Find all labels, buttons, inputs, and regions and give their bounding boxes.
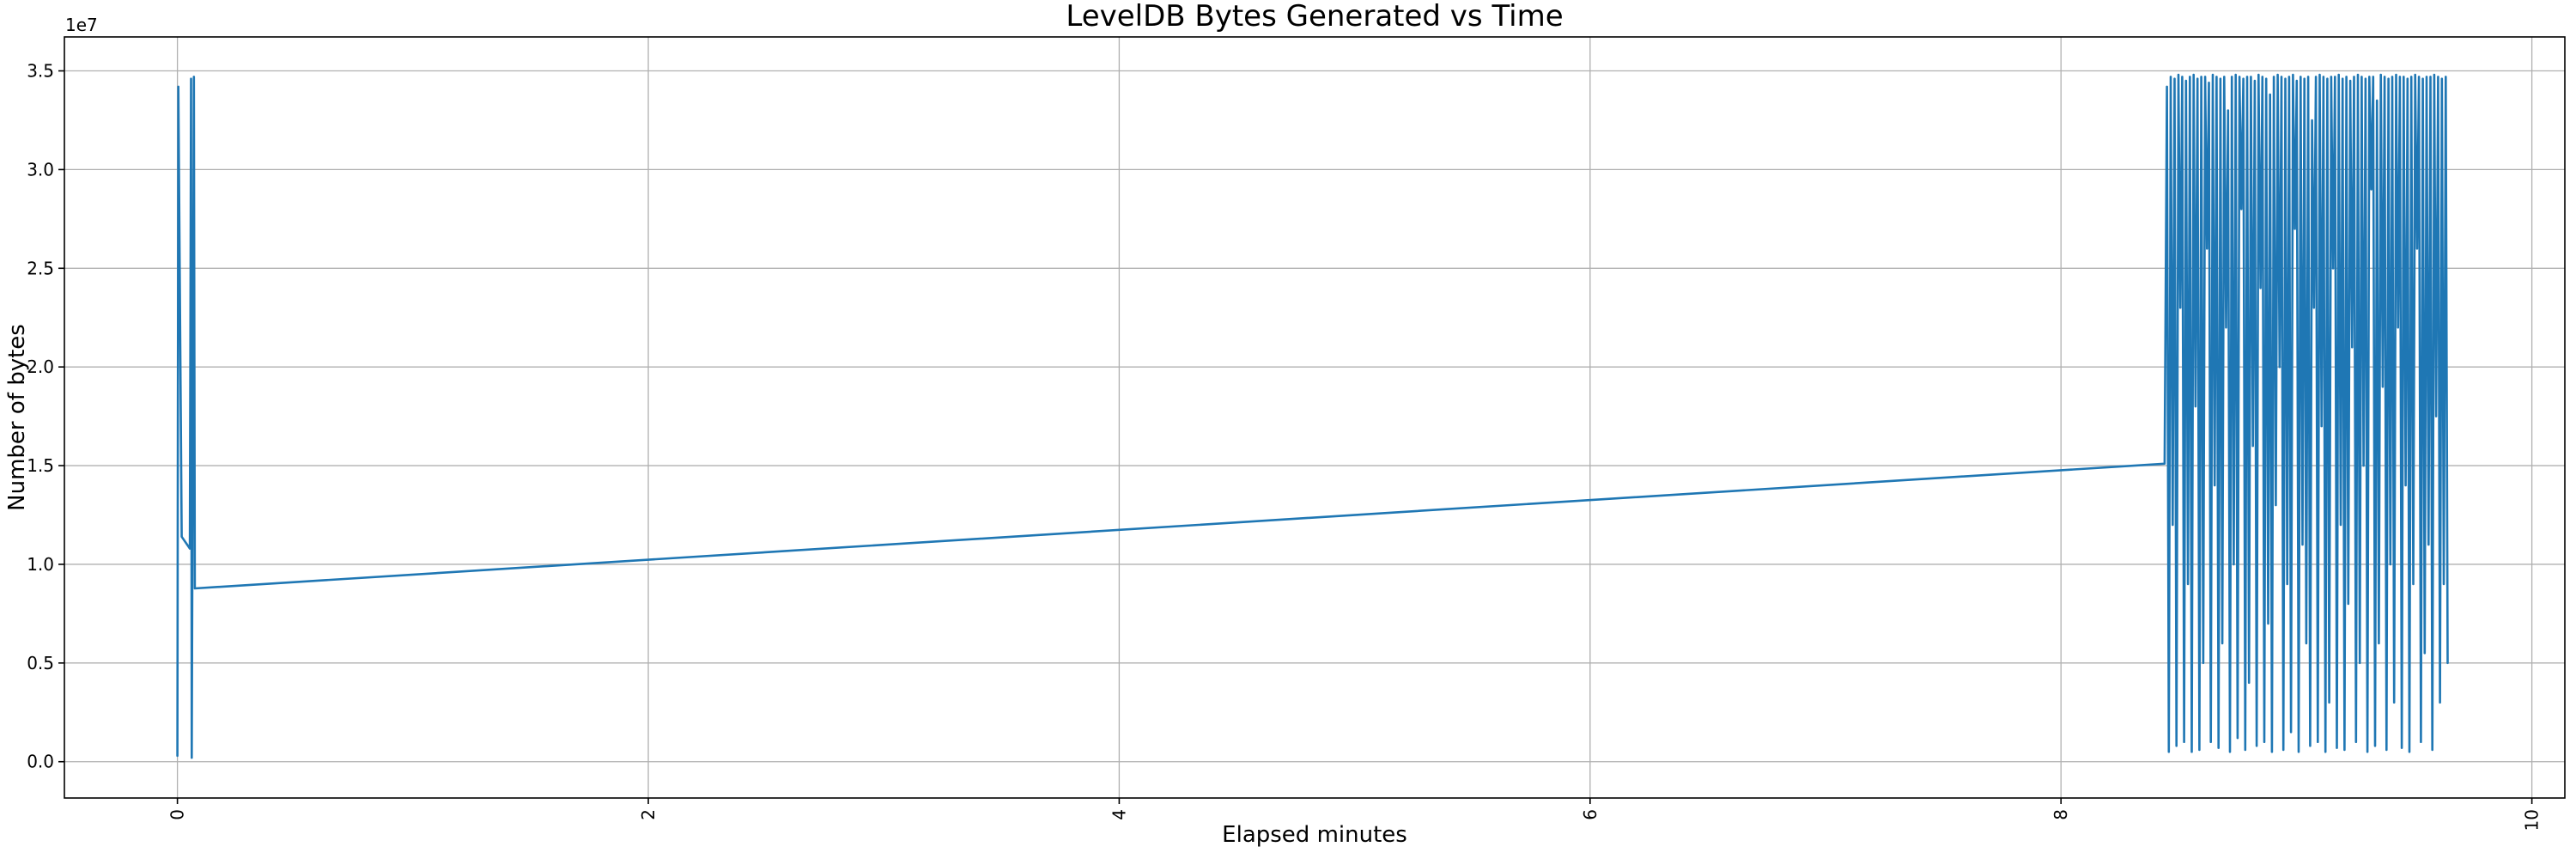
y-tick-label: 3.0: [27, 159, 54, 180]
x-tick-label: 2: [638, 809, 659, 820]
y-tick-label: 1.5: [27, 455, 54, 476]
x-axis-label: Elapsed minutes: [1222, 822, 1407, 848]
chart-title: LevelDB Bytes Generated vs Time: [1066, 0, 1563, 34]
x-tick-label: 8: [2050, 809, 2071, 820]
y-tick-label: 2.0: [27, 356, 54, 377]
x-tick-label: 10: [2522, 809, 2543, 831]
y-tick-label: 1.0: [27, 554, 54, 575]
y-axis-offset-label: 1e7: [65, 15, 98, 35]
y-tick-label: 3.5: [27, 61, 54, 82]
x-tick-label: 6: [1580, 809, 1601, 820]
plot-area-border: [64, 36, 2566, 799]
y-axis-label: Number of bytes: [4, 324, 30, 511]
y-tick-label: 2.5: [27, 258, 54, 278]
x-tick-label: 4: [1109, 809, 1129, 820]
y-tick-label: 0.5: [27, 653, 54, 673]
data-series-line: [176, 73, 2449, 759]
axis-ticks: 0 2 4 6 8 10 0.0 0.5 1.0 1.5 2.0 2.5 3.0 3.5: [27, 61, 2542, 832]
x-tick-label: 0: [167, 809, 188, 820]
y-tick-label: 0.0: [27, 752, 54, 772]
